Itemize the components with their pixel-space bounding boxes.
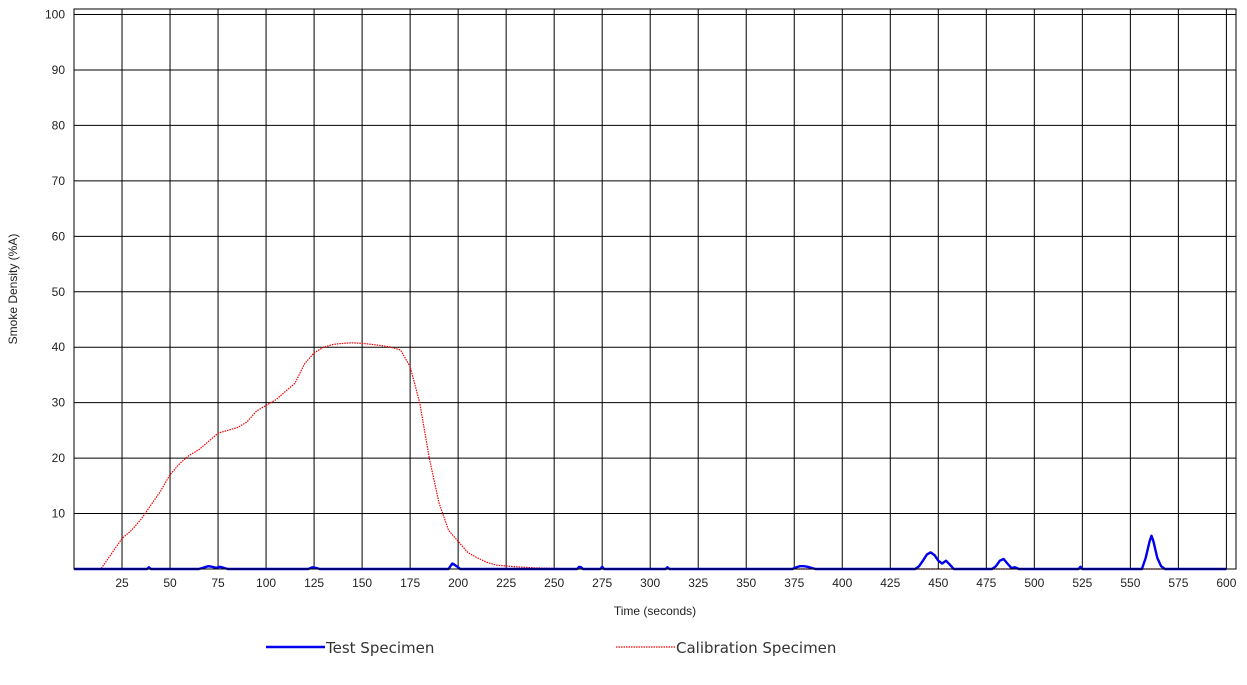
x-tick-label: 100 xyxy=(256,576,276,590)
grid xyxy=(74,9,1236,569)
y-tick-label: 60 xyxy=(52,229,66,243)
x-tick-label: 525 xyxy=(1072,576,1092,590)
legend-label-calibration-specimen: Calibration Specimen xyxy=(676,639,836,657)
x-tick-label: 550 xyxy=(1120,576,1140,590)
y-tick-label: 80 xyxy=(52,118,66,132)
y-tick-label: 40 xyxy=(52,340,66,354)
x-tick-label: 450 xyxy=(928,576,948,590)
x-tick-label: 275 xyxy=(592,576,612,590)
legend-label-test-specimen: Test Specimen xyxy=(325,639,434,657)
plot-frame xyxy=(73,8,1237,570)
x-tick-label: 325 xyxy=(688,576,708,590)
x-tick-label: 375 xyxy=(784,576,804,590)
y-tick-label: 10 xyxy=(52,507,66,521)
y-tick-label: 20 xyxy=(52,451,66,465)
x-tick-label: 50 xyxy=(163,576,177,590)
x-tick-label: 150 xyxy=(352,576,372,590)
x-tick-label: 25 xyxy=(115,576,129,590)
x-tick-label: 225 xyxy=(496,576,516,590)
x-tick-label: 200 xyxy=(448,576,468,590)
y-tick-label: 90 xyxy=(52,63,66,77)
x-tick-label: 250 xyxy=(544,576,564,590)
series-line-calibration-specimen xyxy=(74,342,1227,570)
x-tick-label: 125 xyxy=(304,576,324,590)
x-tick-label: 475 xyxy=(976,576,996,590)
x-tick-label: 500 xyxy=(1024,576,1044,590)
legend: Test Specimen Calibration Specimen xyxy=(266,639,836,657)
x-tick-label: 75 xyxy=(211,576,225,590)
y-tick-label: 30 xyxy=(52,396,66,410)
x-tick-label: 350 xyxy=(736,576,756,590)
x-tick-label: 400 xyxy=(832,576,852,590)
y-tick-label: 70 xyxy=(52,174,66,188)
x-tick-label: 300 xyxy=(640,576,660,590)
x-tick-label: 600 xyxy=(1216,576,1236,590)
x-axis-label: Time (seconds) xyxy=(614,604,696,618)
y-axis-label: Smoke Density (%A) xyxy=(6,234,20,345)
y-tick-label: 100 xyxy=(45,8,65,22)
x-tick-label: 575 xyxy=(1168,576,1188,590)
x-tick-label: 175 xyxy=(400,576,420,590)
x-tick-label: 425 xyxy=(880,576,900,590)
y-tick-label: 50 xyxy=(52,285,66,299)
tick-labels: 25 50 75 100 125 150 175 200 225 250 275 300 325 350 3… xyxy=(45,8,1237,590)
